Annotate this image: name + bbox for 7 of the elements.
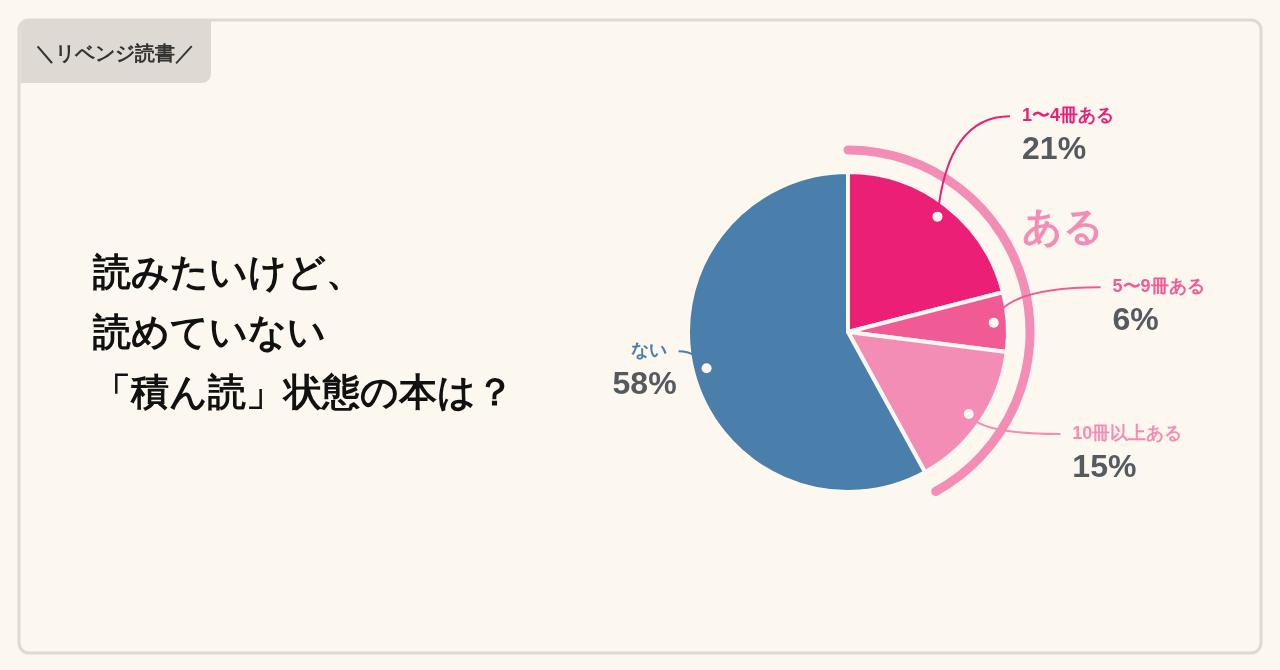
text: ＼リベンジ読書／ (35, 42, 195, 64)
text: ある (1021, 203, 1104, 248)
data-label: 15% (1072, 448, 1137, 485)
data-label: 21% (1022, 130, 1087, 167)
data-label: 58% (612, 365, 677, 402)
text: 読みたいけど、読めていない「積ん読」状態の本は？ (92, 251, 514, 413)
data-label: 6% (1112, 301, 1159, 338)
